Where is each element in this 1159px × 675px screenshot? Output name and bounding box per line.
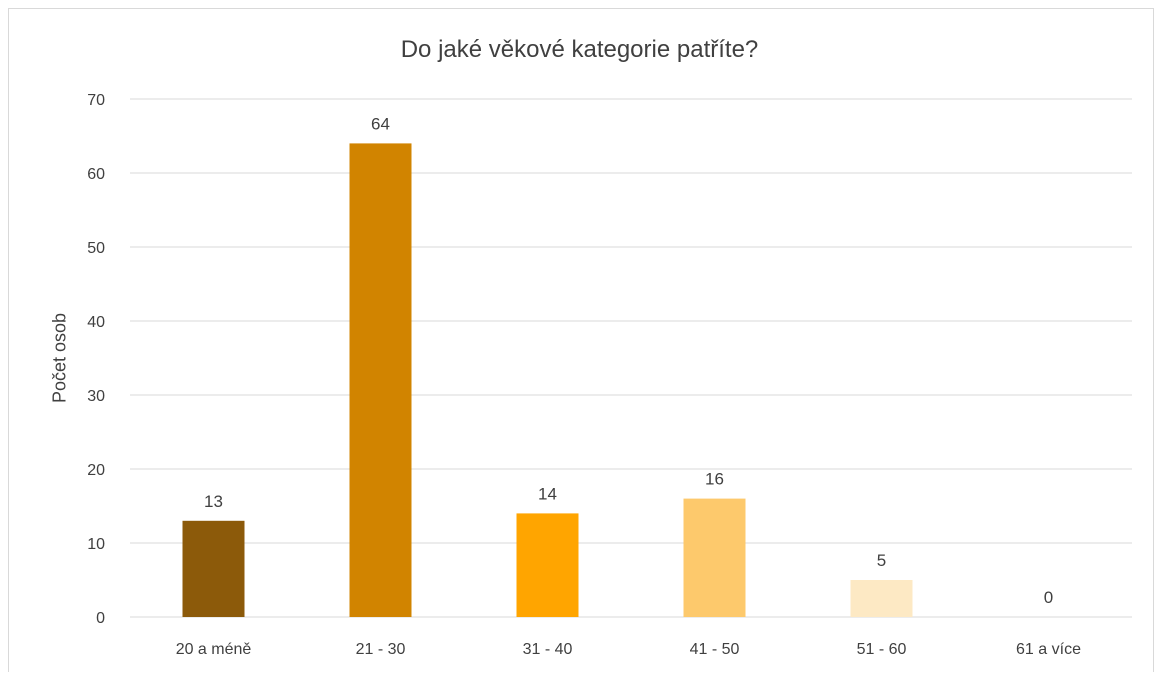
y-tick-label: 10: [87, 536, 105, 553]
y-tick-label: 30: [87, 388, 105, 405]
y-tick-label: 50: [87, 240, 105, 257]
y-tick-label: 70: [87, 92, 105, 109]
bar: [850, 580, 913, 617]
data-label: 13: [204, 492, 223, 511]
x-tick-label: 21 - 30: [356, 641, 406, 658]
y-tick-label: 40: [87, 314, 105, 331]
y-tick-label: 60: [87, 166, 105, 183]
data-label: 64: [371, 114, 390, 133]
y-tick-label: 20: [87, 462, 105, 479]
x-tick-label: 41 - 50: [690, 641, 740, 658]
bar: [683, 498, 746, 617]
x-tick-label: 51 - 60: [857, 641, 907, 658]
bar: [516, 513, 579, 617]
bar: [182, 520, 245, 617]
data-label: 5: [877, 551, 886, 570]
x-tick-label: 31 - 40: [523, 641, 573, 658]
x-tick-label: 61 a více: [1016, 641, 1081, 658]
y-tick-label: 0: [96, 610, 105, 627]
data-label: 16: [705, 470, 724, 489]
data-label: 14: [538, 484, 557, 503]
chart-title: Do jaké věkové kategorie patříte?: [400, 36, 759, 63]
data-label: 0: [1044, 588, 1053, 607]
x-tick-label: 20 a méně: [176, 641, 252, 658]
bar: [349, 143, 412, 617]
